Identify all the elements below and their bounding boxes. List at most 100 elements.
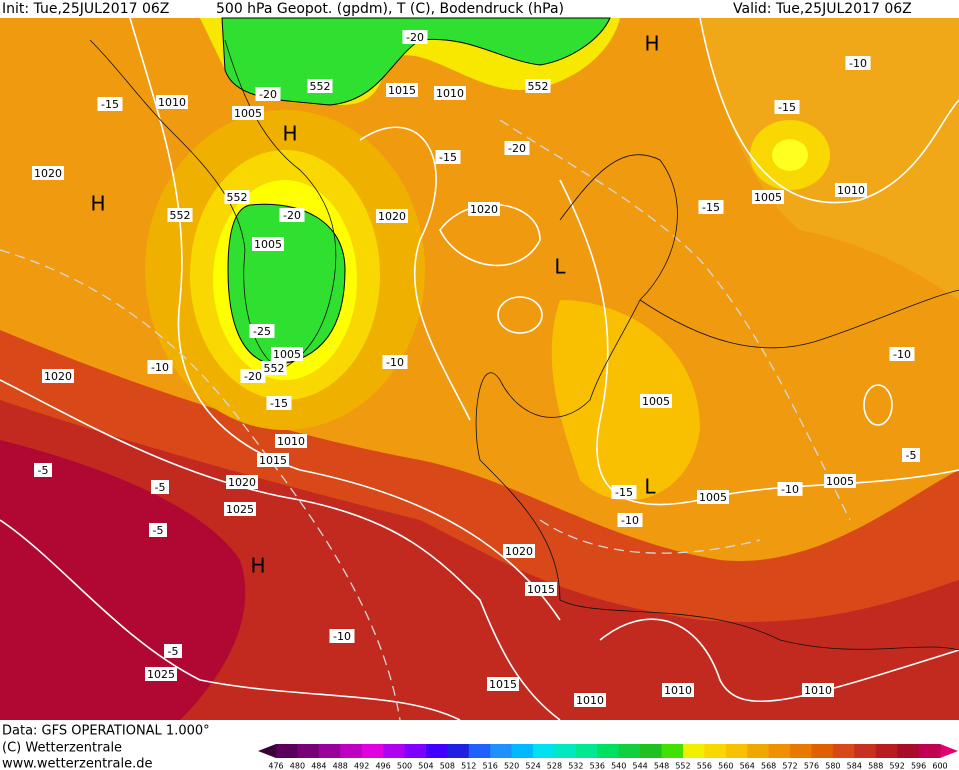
legend-label: 548 bbox=[654, 762, 669, 770]
contour-label: -5 bbox=[153, 524, 164, 537]
legend-swatch bbox=[682, 744, 705, 758]
isobar bbox=[863, 384, 893, 426]
contour-label: 552 bbox=[528, 80, 549, 93]
contour-label: 1005 bbox=[699, 491, 727, 504]
contour-label: 1015 bbox=[259, 454, 287, 467]
label-box bbox=[252, 237, 284, 251]
color-legend: 476 480 484 488 492 496 500 504 508 512 516 520 524 5… bbox=[258, 744, 958, 770]
legend-swatch bbox=[897, 744, 920, 758]
label-box bbox=[640, 394, 672, 408]
legend-swatch bbox=[725, 744, 748, 758]
legend-label: 588 bbox=[868, 762, 883, 770]
label-box bbox=[279, 208, 305, 222]
contour-label: 1025 bbox=[226, 503, 254, 516]
contour-label: -15 bbox=[439, 151, 457, 164]
label-box bbox=[232, 106, 264, 120]
label-box bbox=[574, 693, 606, 707]
contour-label: -10 bbox=[333, 630, 351, 643]
contour-label: -20 bbox=[244, 370, 262, 383]
legend-label: 564 bbox=[740, 762, 755, 770]
legend-swatch bbox=[511, 744, 534, 758]
legend-label: 576 bbox=[804, 762, 819, 770]
contour-label: -15 bbox=[702, 201, 720, 214]
isobar bbox=[497, 296, 543, 334]
legend-swatch bbox=[404, 744, 427, 758]
isobar bbox=[0, 519, 461, 721]
legend-swatch bbox=[318, 744, 341, 758]
label-box bbox=[802, 683, 834, 697]
contour-label: 552 bbox=[310, 80, 331, 93]
label-box bbox=[902, 448, 920, 462]
legend-swatch bbox=[747, 744, 770, 758]
legend-swatch bbox=[425, 744, 448, 758]
label-box bbox=[845, 56, 871, 70]
contour-label: -20 bbox=[259, 88, 277, 101]
legend-swatch bbox=[918, 744, 941, 758]
legend-label: 528 bbox=[547, 762, 562, 770]
label-box bbox=[145, 667, 177, 681]
contour-label: -5 bbox=[906, 449, 917, 462]
legend-label: 488 bbox=[333, 762, 348, 770]
contour-label: 1010 bbox=[576, 694, 604, 707]
legend-label: 484 bbox=[311, 762, 326, 770]
legend-label: 532 bbox=[568, 762, 583, 770]
map-field bbox=[0, 17, 959, 720]
legend-swatch bbox=[533, 744, 555, 758]
label-box bbox=[435, 150, 461, 164]
label-box bbox=[224, 190, 250, 204]
legend-label: 524 bbox=[525, 762, 540, 770]
contour-label: -10 bbox=[151, 361, 169, 374]
contour-label: 552 bbox=[170, 209, 191, 222]
legend-swatch bbox=[340, 744, 363, 758]
contour-label: -10 bbox=[621, 514, 639, 527]
field-yellow-core bbox=[772, 139, 808, 171]
legend-label: 496 bbox=[375, 762, 390, 770]
contour-label: -20 bbox=[283, 209, 301, 222]
legend-label: 600 bbox=[932, 762, 947, 770]
label-box bbox=[402, 30, 428, 44]
contour-label: 1025 bbox=[147, 668, 175, 681]
label-box bbox=[525, 79, 551, 93]
pressure-center: L bbox=[644, 475, 656, 499]
legend-label: 512 bbox=[461, 762, 476, 770]
legend-label: 552 bbox=[675, 762, 690, 770]
label-box bbox=[468, 202, 500, 216]
label-box bbox=[151, 480, 169, 494]
contour-label: 1005 bbox=[826, 475, 854, 488]
contour-label: 1020 bbox=[44, 370, 72, 383]
legend-swatch bbox=[490, 744, 513, 758]
contour-label: 1020 bbox=[378, 210, 406, 223]
label-box bbox=[697, 490, 729, 504]
isobar bbox=[599, 618, 959, 703]
legend-label: 596 bbox=[911, 762, 926, 770]
isobar bbox=[0, 379, 561, 721]
label-box bbox=[149, 523, 167, 537]
legend-label: 540 bbox=[611, 762, 626, 770]
label-box bbox=[329, 629, 355, 643]
legend-label: 536 bbox=[590, 762, 605, 770]
contour-label: -15 bbox=[101, 98, 119, 111]
label-box bbox=[376, 209, 408, 223]
label-box bbox=[156, 95, 188, 109]
label-box bbox=[617, 513, 643, 527]
legend-arrow-low bbox=[258, 744, 276, 758]
contour-label: -10 bbox=[849, 57, 867, 70]
contour-label: -20 bbox=[508, 142, 526, 155]
label-box bbox=[386, 83, 418, 97]
legend-label: 508 bbox=[440, 762, 455, 770]
label-box bbox=[271, 347, 303, 361]
legend-swatch bbox=[854, 744, 877, 758]
label-box bbox=[226, 475, 258, 489]
legend-swatch bbox=[811, 744, 834, 758]
label-box bbox=[240, 369, 266, 383]
label-box bbox=[147, 360, 173, 374]
contour-label: 552 bbox=[264, 362, 285, 375]
label-box bbox=[34, 463, 52, 477]
contour-label: -25 bbox=[253, 325, 271, 338]
isobar bbox=[129, 17, 561, 621]
label-box bbox=[266, 396, 292, 410]
data-source: Data: GFS OPERATIONAL 1.000° bbox=[2, 724, 210, 739]
contour-label: -10 bbox=[781, 483, 799, 496]
pressure-center: H bbox=[250, 554, 265, 578]
